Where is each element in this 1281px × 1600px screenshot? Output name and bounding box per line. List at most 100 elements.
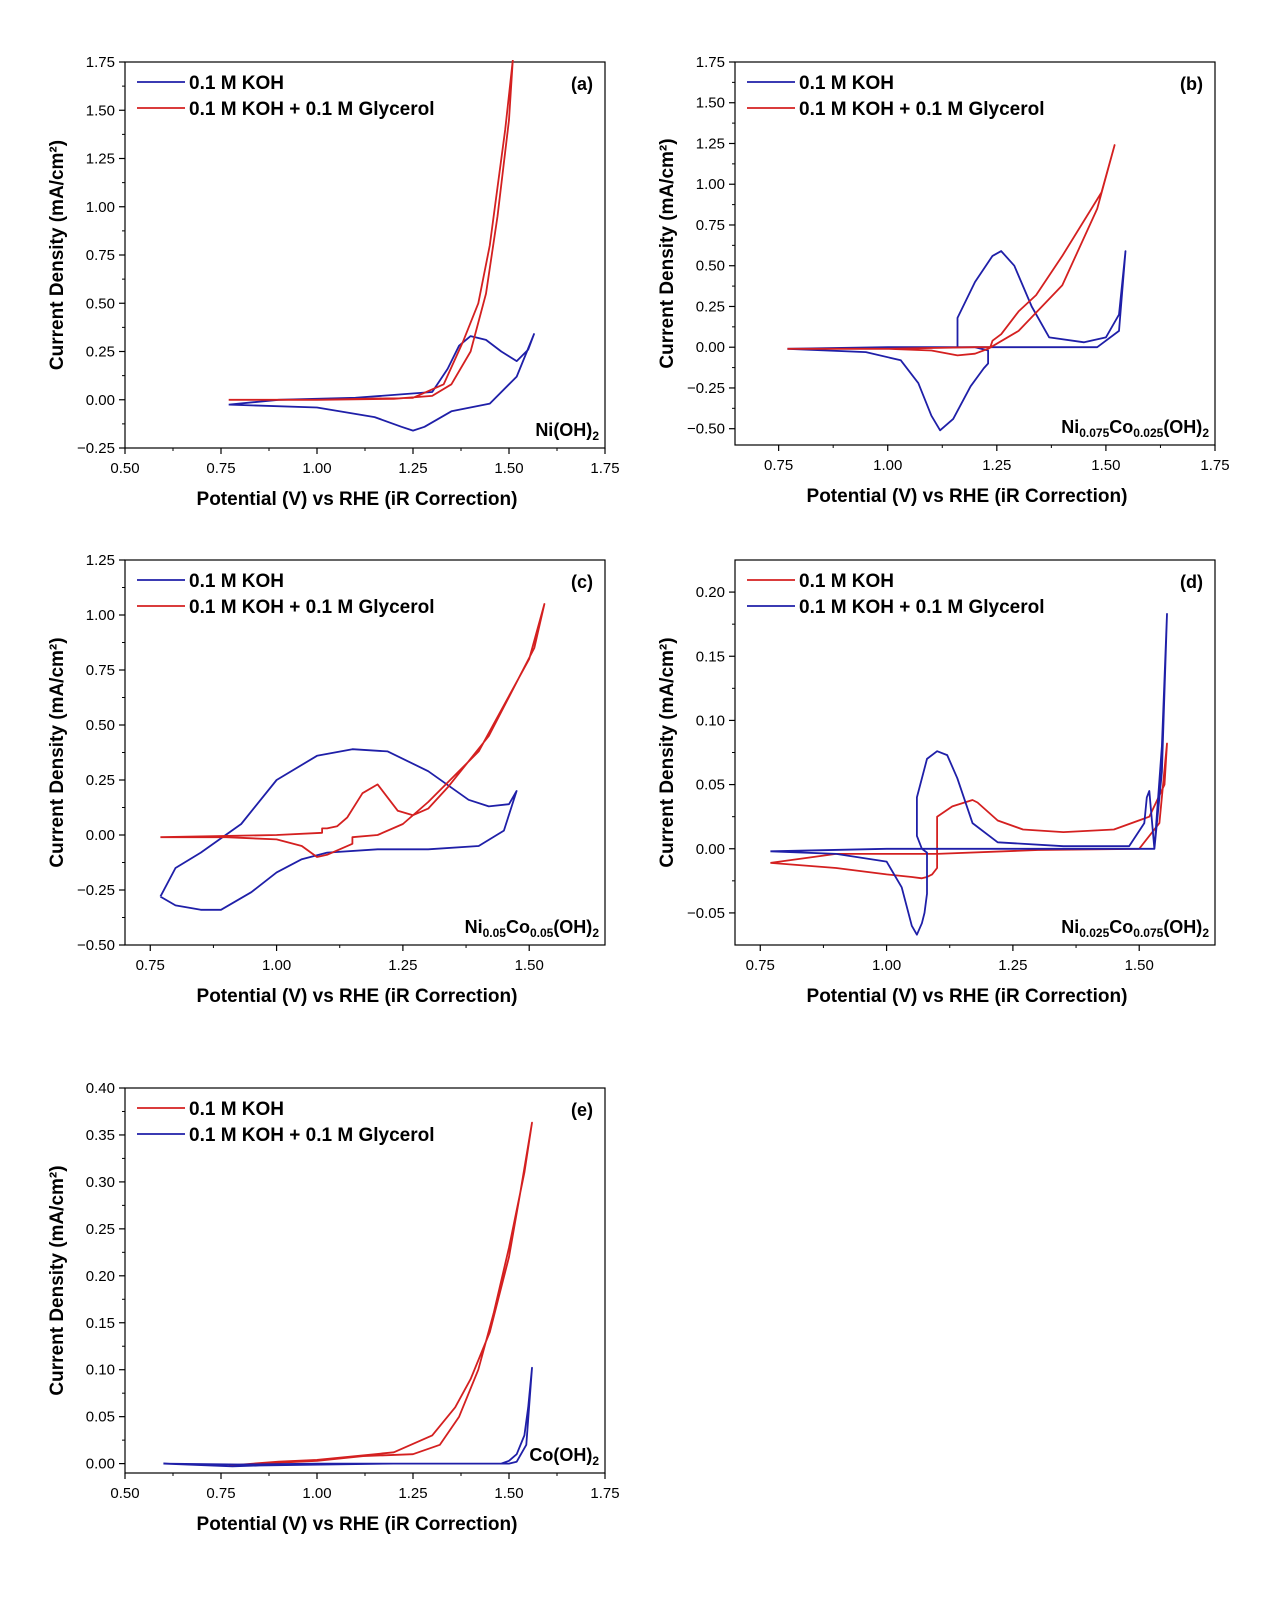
x-tick-label: 1.75	[590, 460, 619, 477]
series-line-1	[787, 144, 1116, 357]
y-tick-label: −0.25	[77, 440, 115, 457]
panel-tag: (b)	[1180, 74, 1203, 94]
y-tick-label: 1.75	[696, 54, 725, 71]
y-tick-label: −0.25	[687, 380, 725, 397]
y-tick-label: 1.25	[696, 135, 725, 152]
panel-tag: (d)	[1180, 572, 1203, 592]
compound-label: Ni(OH)2	[535, 420, 599, 443]
y-tick-label: −0.50	[77, 937, 115, 954]
legend-entry: 0.1 M KOH	[799, 571, 894, 592]
legend-entry: 0.1 M KOH + 0.1 M Glycerol	[189, 597, 435, 618]
panel-tag: (e)	[571, 1100, 593, 1120]
x-tick-label: 0.75	[136, 957, 165, 974]
x-tick-label: 1.25	[388, 957, 417, 974]
y-tick-label: 1.25	[86, 552, 115, 569]
y-tick-label: 0.10	[696, 712, 725, 729]
x-tick-label: 1.00	[302, 460, 331, 477]
y-tick-label: 0.15	[86, 1315, 115, 1332]
x-tick-label: 0.75	[746, 957, 775, 974]
x-tick-label: 1.50	[494, 1485, 523, 1502]
compound-label: Ni0.025Co0.075(OH)2	[1061, 917, 1209, 940]
y-tick-label: −0.25	[77, 882, 115, 899]
x-axis-label: Potential (V) vs RHE (iR Correction)	[197, 489, 518, 510]
y-tick-label: 0.25	[696, 298, 725, 315]
y-tick-label: 0.25	[86, 1221, 115, 1238]
y-tick-label: 1.25	[86, 151, 115, 168]
x-axis-label: Potential (V) vs RHE (iR Correction)	[197, 986, 518, 1007]
legend-entry: 0.1 M KOH	[799, 73, 894, 94]
x-tick-label: 0.75	[206, 460, 235, 477]
x-axis-label: Potential (V) vs RHE (iR Correction)	[197, 1514, 518, 1535]
y-tick-label: 0.35	[86, 1127, 115, 1144]
chart-panel-0: 0.50 0.75 1.00 1.25 1.50 1.75 −0.25 0.00 0.25 0.5…	[47, 54, 620, 510]
x-tick-label: 1.75	[590, 1485, 619, 1502]
chart-panel-3: 0.75 1.00 1.25 1.50 −0.05 0.00 0.05 0.10 0.15 0.2…	[657, 559, 1216, 1007]
series-line-1	[770, 613, 1168, 936]
x-tick-label: 0.75	[764, 457, 793, 474]
x-tick-label: 1.25	[982, 457, 1011, 474]
y-tick-label: 1.00	[86, 199, 115, 216]
y-axis-label: Current Density (mA/cm²)	[657, 138, 678, 368]
series-line-1	[228, 60, 514, 401]
y-tick-label: 0.05	[86, 1409, 115, 1426]
y-tick-label: 1.75	[86, 54, 115, 71]
y-axis-label: Current Density (mA/cm²)	[47, 140, 68, 370]
chart-panel-4: 0.50 0.75 1.00 1.25 1.50 1.75 0.00 0.05 0.10 0.15…	[47, 1080, 620, 1535]
x-tick-label: 1.25	[398, 1485, 427, 1502]
legend-entry: 0.1 M KOH	[189, 73, 284, 94]
series-line-0	[159, 748, 518, 911]
legend-entry: 0.1 M KOH + 0.1 M Glycerol	[189, 99, 435, 120]
x-axis-label: Potential (V) vs RHE (iR Correction)	[807, 986, 1128, 1007]
legend-entry: 0.1 M KOH	[189, 571, 284, 592]
x-tick-label: 1.00	[873, 457, 902, 474]
y-tick-label: 0.15	[696, 648, 725, 665]
y-axis-label: Current Density (mA/cm²)	[47, 637, 68, 867]
y-tick-label: 0.20	[86, 1268, 115, 1285]
y-tick-label: 1.00	[696, 176, 725, 193]
x-tick-label: 1.00	[872, 957, 901, 974]
compound-label: Co(OH)2	[529, 1445, 599, 1468]
x-tick-label: 0.50	[110, 460, 139, 477]
y-tick-label: 0.00	[696, 339, 725, 356]
y-tick-label: 1.50	[86, 102, 115, 119]
y-tick-label: 0.00	[86, 392, 115, 409]
x-tick-label: 1.75	[1200, 457, 1229, 474]
y-tick-label: −0.50	[687, 421, 725, 438]
y-tick-label: 1.00	[86, 607, 115, 624]
panel-tag: (c)	[571, 572, 593, 592]
x-axis-label: Potential (V) vs RHE (iR Correction)	[807, 486, 1128, 507]
series-line-0	[787, 250, 1127, 432]
compound-label: Ni0.075Co0.025(OH)2	[1061, 417, 1209, 440]
y-tick-label: 0.25	[86, 772, 115, 789]
legend-entry: 0.1 M KOH + 0.1 M Glycerol	[799, 99, 1045, 120]
compound-label: Ni0.05Co0.05(OH)2	[465, 917, 600, 940]
y-tick-label: 0.10	[86, 1362, 115, 1379]
y-tick-label: 0.00	[86, 827, 115, 844]
series-line-0	[228, 333, 535, 432]
y-axis-label: Current Density (mA/cm²)	[47, 1165, 68, 1395]
y-tick-label: −0.05	[687, 905, 725, 922]
legend-entry: 0.1 M KOH + 0.1 M Glycerol	[189, 1125, 435, 1146]
y-tick-label: 0.75	[696, 217, 725, 234]
x-tick-label: 0.75	[206, 1485, 235, 1502]
x-tick-label: 1.25	[398, 460, 427, 477]
plot-frame	[734, 61, 1216, 446]
x-tick-label: 0.50	[110, 1485, 139, 1502]
x-tick-label: 1.25	[998, 957, 1027, 974]
y-tick-label: 0.00	[696, 841, 725, 858]
series-line-1	[163, 1366, 533, 1468]
x-tick-label: 1.50	[494, 460, 523, 477]
y-tick-label: 0.75	[86, 662, 115, 679]
legend-entry: 0.1 M KOH	[189, 1099, 284, 1120]
y-tick-label: 0.75	[86, 247, 115, 264]
y-tick-label: 0.25	[86, 344, 115, 361]
x-tick-label: 1.00	[262, 957, 291, 974]
y-tick-label: 0.40	[86, 1080, 115, 1097]
chart-panel-2: 0.75 1.00 1.25 1.50 −0.50 −0.25 0.00 0.25 0.50 0.…	[47, 552, 606, 1007]
y-tick-label: 0.50	[86, 295, 115, 312]
series-line-1	[160, 603, 546, 858]
y-tick-label: 0.20	[696, 584, 725, 601]
y-tick-label: 0.05	[696, 777, 725, 794]
x-tick-label: 1.50	[1091, 457, 1120, 474]
